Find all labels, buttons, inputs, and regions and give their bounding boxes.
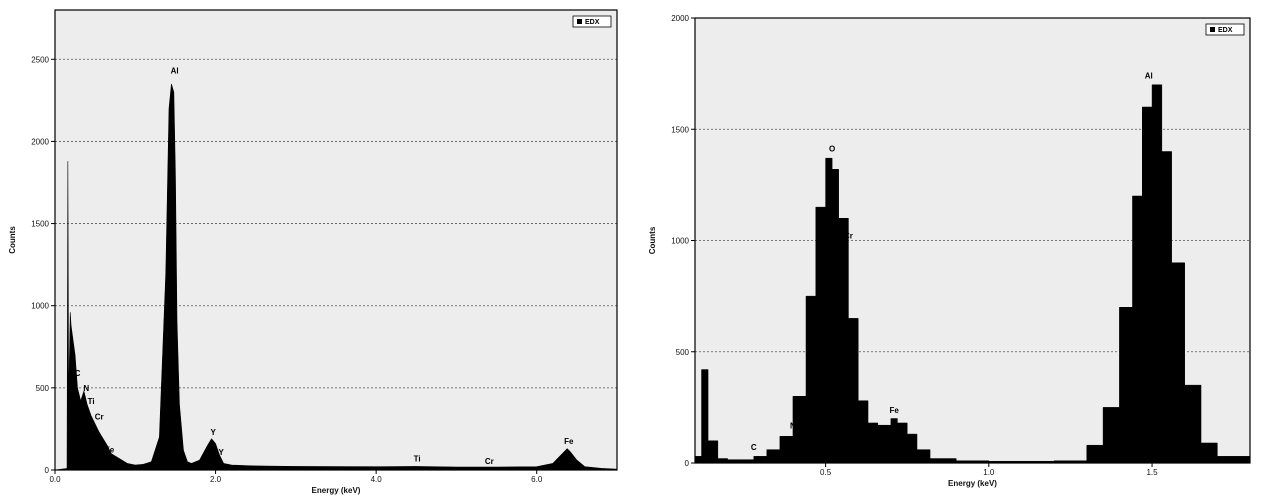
- edx-chart-left: 0 500 1000 1500 2000 2500 0.0 2.0 4.0 6.0 Energy (…: [8, 9, 618, 495]
- x-axis-title: Energy (keV): [312, 486, 361, 495]
- peak-label-n: N: [83, 384, 89, 393]
- legend-label: EDX: [1218, 27, 1233, 34]
- legend-box: [572, 15, 612, 28]
- plot-area: [55, 10, 617, 470]
- peak-label-n: N: [790, 422, 796, 431]
- edx-chart-right: 0 500 1000 1500 2000 0.5 1.0 1.5 Energy (keV) Cou…: [648, 14, 1251, 488]
- y-tick-label: 0: [685, 459, 690, 468]
- y-tick-label: 500: [36, 384, 50, 393]
- y-tick-label: 1500: [671, 125, 689, 134]
- peak-label-o: O: [829, 145, 835, 154]
- y-axis-title: Counts: [8, 226, 17, 254]
- legend-label: EDX: [585, 19, 600, 26]
- y-tick-label: 1000: [31, 302, 49, 311]
- y-tick-label: 0: [45, 466, 50, 475]
- peak-label-ti: Ti: [88, 397, 95, 406]
- peak-label-cr: Cr: [485, 457, 494, 466]
- peak-label-c: C: [75, 369, 81, 378]
- peak-label-y: Y: [219, 448, 225, 457]
- plot-frame: [54, 9, 618, 471]
- series-area-edx: [54, 83, 618, 471]
- peak-label-al: Al: [171, 67, 179, 76]
- peak-label-fe: Fe: [564, 437, 574, 446]
- y-axis-title: Counts: [648, 226, 657, 254]
- y-tick-label: 1500: [31, 220, 49, 229]
- peak-label-fe: Fe: [105, 445, 115, 454]
- legend-swatch: [577, 19, 582, 24]
- peak-label-y: Y: [210, 428, 216, 437]
- peak-label-c: C: [751, 443, 757, 452]
- chart-panel-right: 0 500 1000 1500 2000 0.5 1.0 1.5 Energy (keV) Cou…: [630, 0, 1261, 499]
- x-tick-label: 1.0: [983, 468, 995, 477]
- x-tick-label: 1.5: [1146, 468, 1158, 477]
- x-tick-label: 0.0: [49, 475, 61, 484]
- peak-label-cr: Cr: [844, 232, 853, 241]
- y-tick-label: 500: [676, 348, 690, 357]
- legend-swatch: [1210, 27, 1215, 32]
- peak-label-al: Al: [1145, 71, 1153, 80]
- y-tick-label: 1000: [671, 237, 689, 246]
- peak-label-fe: Fe: [889, 406, 899, 415]
- peak-label-cr: Cr: [95, 413, 104, 422]
- chart-panel-left: 0 500 1000 1500 2000 2500 0.0 2.0 4.0 6.0 Energy (…: [0, 0, 630, 499]
- legend-box: [1205, 23, 1245, 36]
- series-bars-edx: [694, 84, 1251, 464]
- x-tick-label: 2.0: [210, 475, 222, 484]
- peak-label-fe: Fe: [889, 442, 899, 451]
- x-axis-title: Energy (keV): [948, 479, 997, 488]
- x-tick-label: 4.0: [371, 475, 383, 484]
- peak-label-ti: Ti: [414, 454, 421, 463]
- y-tick-label: 2000: [671, 14, 689, 23]
- y-tick-label: 2000: [31, 137, 49, 146]
- peak-label-cr: Cr: [854, 418, 863, 427]
- x-tick-label: 0.5: [820, 468, 832, 477]
- y-tick-label: 2500: [31, 55, 49, 64]
- x-tick-label: 6.0: [531, 475, 543, 484]
